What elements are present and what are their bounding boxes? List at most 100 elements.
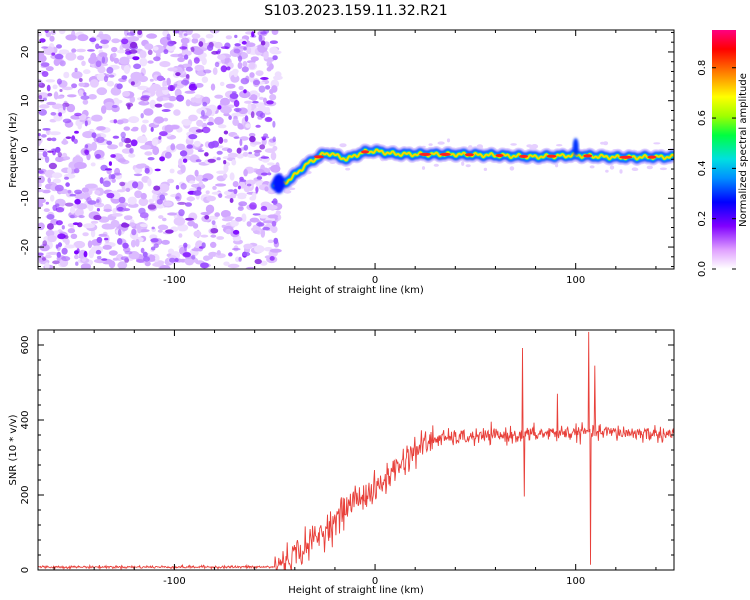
- noise-speckle: [223, 138, 228, 143]
- noise-speckle: [272, 136, 276, 142]
- noise-speckle: [123, 215, 133, 221]
- noise-speckle: [85, 144, 89, 149]
- noise-speckle: [150, 246, 156, 251]
- noise-speckle: [95, 43, 100, 50]
- noise-speckle: [225, 83, 236, 89]
- noise-speckle: [82, 232, 89, 237]
- noise-speckle: [95, 60, 102, 68]
- noise-speckle: [200, 211, 211, 216]
- noise-speckle: [205, 33, 214, 39]
- y-tick-label: 600: [20, 335, 31, 354]
- noise-speckle: [250, 94, 258, 101]
- noise-speckle: [216, 150, 223, 155]
- noise-speckle: [204, 152, 209, 157]
- noise-speckle: [214, 61, 220, 68]
- noise-speckle: [70, 114, 81, 120]
- noise-speckle: [243, 89, 247, 94]
- noise-speckle: [269, 46, 279, 55]
- noise-speckle: [46, 84, 51, 92]
- noise-speckle: [127, 36, 140, 42]
- noise-speckle: [77, 34, 89, 42]
- noise-speckle: [163, 117, 169, 122]
- noise-speckle: [45, 254, 52, 259]
- noise-speckle: [51, 172, 63, 179]
- noise-speckle: [98, 45, 103, 49]
- noise-speckle: [97, 65, 106, 74]
- noise-speckle: [144, 151, 153, 156]
- noise-speckle: [117, 158, 127, 163]
- noise-speckle: [120, 256, 129, 261]
- noise-speckle: [167, 248, 175, 254]
- noise-speckle: [111, 38, 121, 44]
- noise-speckle: [88, 56, 97, 64]
- noise-speckle: [151, 226, 155, 230]
- noise-speckle: [220, 210, 231, 218]
- noise-speckle: [260, 77, 269, 80]
- noise-speckle: [179, 150, 188, 157]
- noise-speckle: [76, 48, 86, 53]
- ridge-hotspot: [419, 152, 432, 156]
- faint-speckle: [433, 163, 439, 167]
- y-tick-label: 20: [20, 46, 31, 59]
- noise-speckle: [99, 177, 104, 184]
- noise-speckle: [223, 261, 230, 266]
- snr-series-line: [38, 331, 674, 570]
- faint-speckle: [510, 143, 517, 146]
- noise-speckle: [185, 66, 193, 72]
- faint-speckle: [609, 165, 615, 170]
- noise-speckle: [148, 198, 155, 203]
- noise-speckle: [241, 66, 249, 73]
- noise-speckle: [214, 116, 224, 125]
- ridge-start-blob: [272, 173, 285, 194]
- noise-speckle: [232, 181, 239, 188]
- colorbar-label: Normalized spectral amplitude: [738, 73, 749, 227]
- noise-speckle: [108, 74, 115, 78]
- noise-speckle: [183, 54, 189, 60]
- noise-speckle: [111, 213, 123, 217]
- noise-speckle: [177, 56, 186, 63]
- noise-speckle: [56, 78, 62, 85]
- noise-speckle: [191, 33, 201, 39]
- noise-speckle: [74, 189, 83, 195]
- noise-speckle: [258, 96, 265, 100]
- noise-speckle: [269, 88, 274, 95]
- noise-speckle: [265, 85, 271, 90]
- noise-speckle: [101, 258, 108, 261]
- noise-speckle: [117, 261, 128, 269]
- noise-speckle: [55, 244, 59, 249]
- noise-speckle: [108, 161, 112, 166]
- noise-speckle: [141, 95, 151, 99]
- noise-speckle: [55, 203, 60, 208]
- noise-speckle: [207, 158, 216, 163]
- noise-speckle: [138, 75, 149, 83]
- noise-speckle: [106, 192, 115, 199]
- noise-speckle: [218, 136, 224, 144]
- noise-speckle: [80, 263, 91, 269]
- noise-speckle: [210, 241, 217, 248]
- noise-speckle: [65, 136, 72, 139]
- noise-speckle: [87, 49, 95, 52]
- noise-speckle: [125, 143, 132, 148]
- noise-speckle: [245, 42, 256, 47]
- noise-speckle: [56, 44, 62, 49]
- noise-speckle: [151, 138, 159, 147]
- noise-speckle: [57, 242, 63, 248]
- noise-speckle: [58, 30, 66, 35]
- noise-speckle: [135, 163, 145, 169]
- noise-speckle: [147, 49, 153, 55]
- noise-speckle: [237, 62, 243, 69]
- noise-speckle: [198, 181, 204, 186]
- noise-speckle: [110, 87, 122, 96]
- noise-speckle: [153, 185, 161, 191]
- noise-speckle: [241, 213, 247, 222]
- noise-speckle: [133, 63, 142, 70]
- noise-speckle: [40, 62, 50, 67]
- colorbar-tick-label: 0.2: [697, 211, 708, 227]
- noise-speckle: [231, 159, 237, 166]
- noise-speckle: [227, 189, 234, 192]
- noise-speckle: [177, 224, 189, 232]
- noise-speckle: [243, 184, 251, 193]
- noise-speckle: [175, 72, 181, 77]
- noise-speckle: [244, 115, 249, 122]
